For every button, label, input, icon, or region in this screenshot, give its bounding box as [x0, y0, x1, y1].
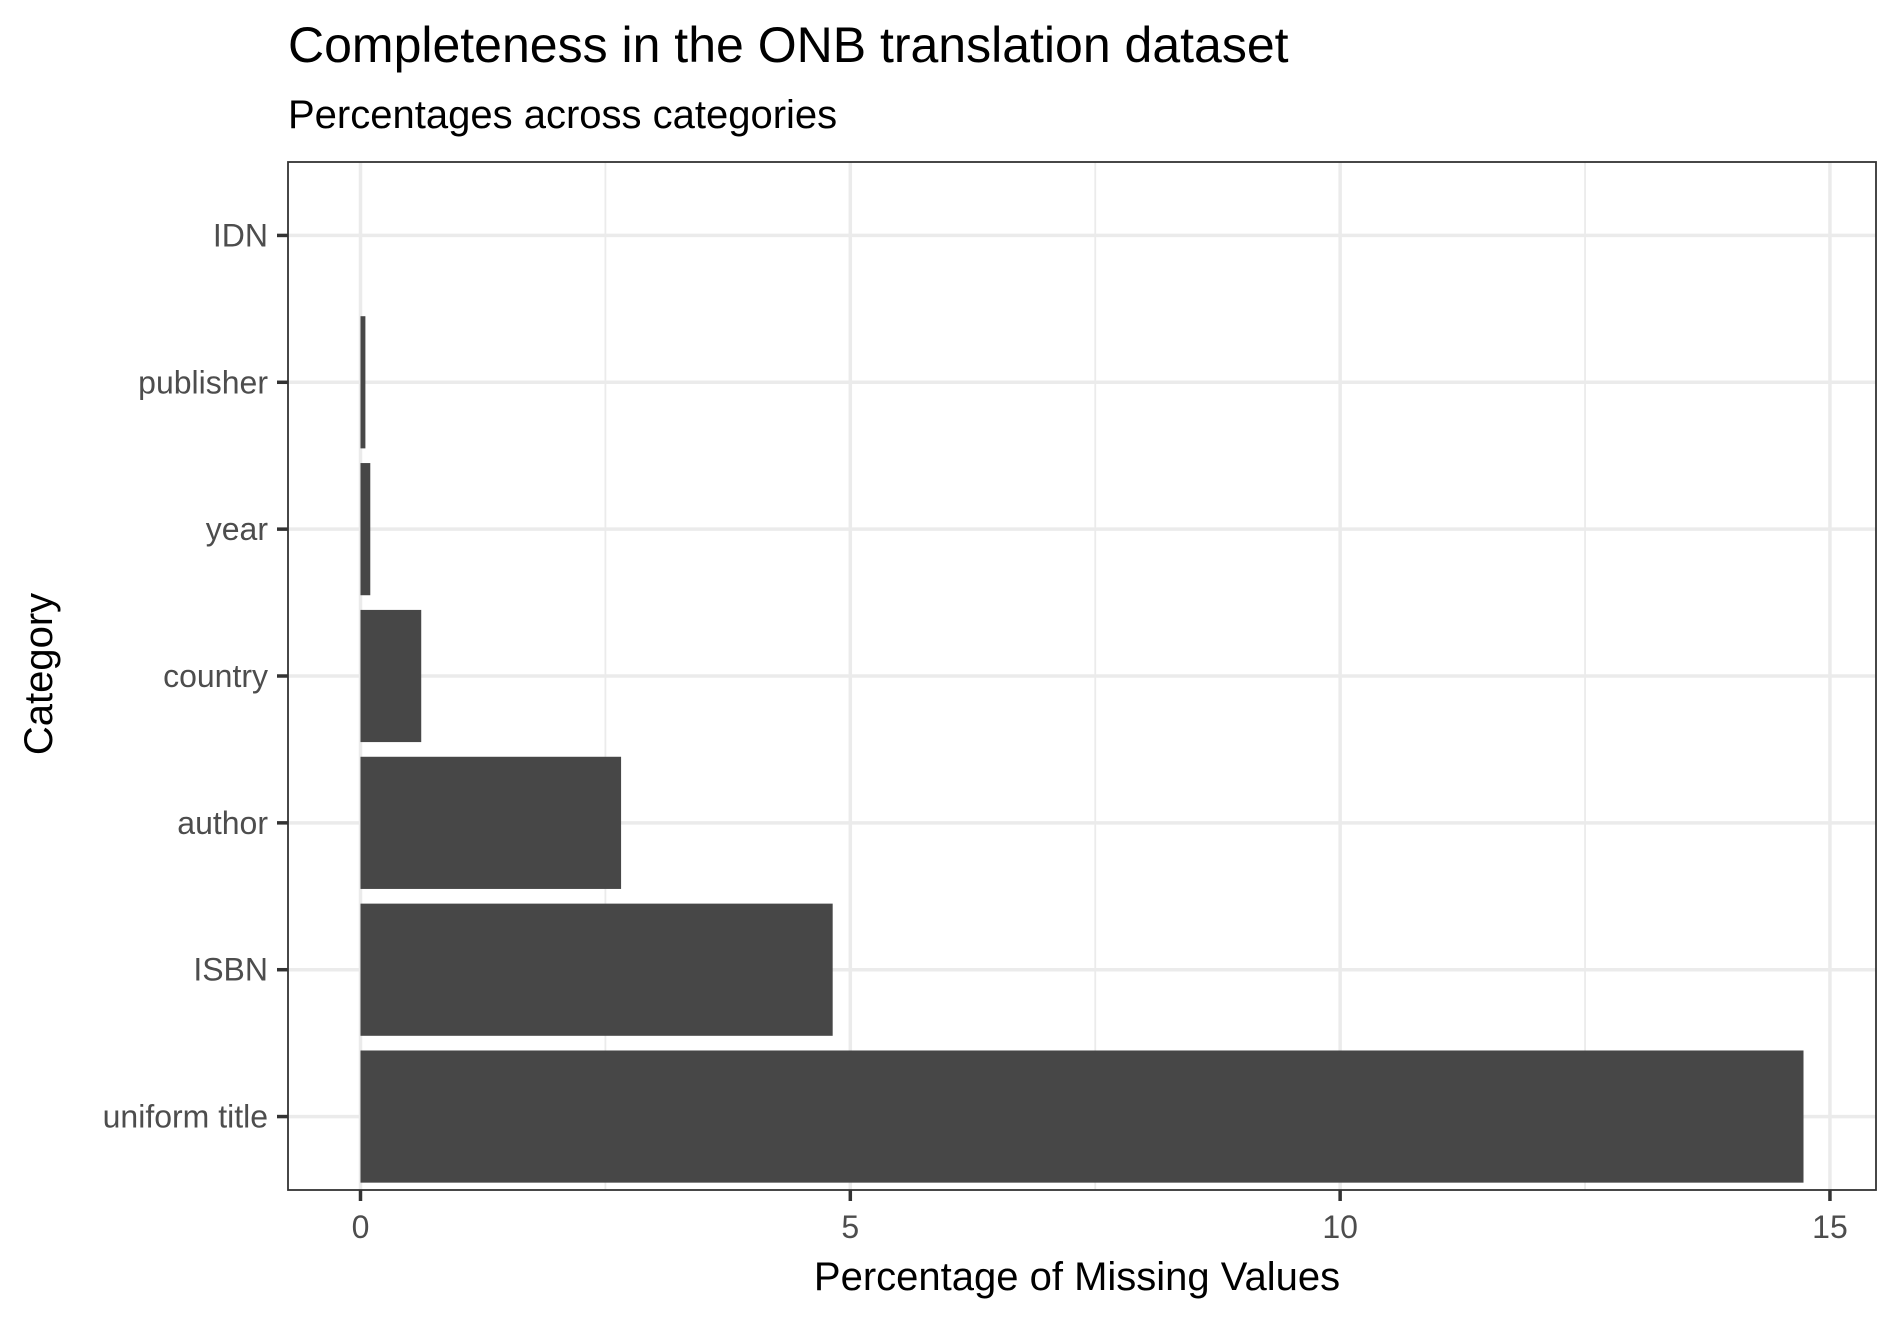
y-tick-label: author [177, 805, 268, 841]
bar-year [360, 463, 371, 596]
plot-area: uniform title ISBN author country year publis… [103, 161, 1877, 1245]
y-tick-label: IDN [213, 217, 268, 253]
x-axis-title: Percentage of Missing Values [814, 1255, 1340, 1299]
bar-author [360, 756, 622, 889]
x-tick-label: 5 [841, 1209, 859, 1245]
x-tick-label: 0 [352, 1209, 370, 1245]
chart-subtitle: Percentages across categories [288, 93, 837, 137]
chart-title: Completeness in the ONB translation data… [288, 17, 1289, 73]
bar-uniform-title [360, 1050, 1804, 1183]
y-tick-label: publisher [138, 364, 268, 400]
y-axis-title: Category [17, 593, 61, 755]
x-tick-label: 15 [1812, 1209, 1848, 1245]
y-tick-label: year [206, 511, 269, 547]
x-tick-label: 10 [1322, 1209, 1358, 1245]
bar-publisher [360, 316, 366, 449]
y-tick-label: ISBN [193, 952, 268, 988]
y-tick-label: country [163, 658, 268, 694]
bar-isbn [360, 903, 833, 1036]
y-tick-label: uniform title [103, 1099, 268, 1135]
bar-country [360, 609, 422, 743]
